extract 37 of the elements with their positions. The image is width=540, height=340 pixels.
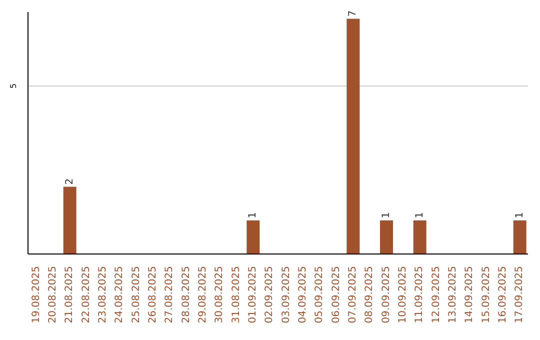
x-tick-label: 26.08.2025 <box>148 266 158 324</box>
x-tick-label: 03.09.2025 <box>280 266 292 324</box>
x-tick-label: 12.09.2025 <box>430 266 442 324</box>
x-tick-label: 30.08.2025 <box>214 266 226 324</box>
data-label: 2 <box>64 178 76 185</box>
x-tick-label: 08.09.2025 <box>364 266 376 324</box>
x-tick-label: 13.09.2025 <box>448 266 458 324</box>
x-tick-label: 19.08.2025 <box>30 266 42 324</box>
x-tick-label: 06.09.2025 <box>330 266 342 324</box>
y-tick-label: 5 <box>9 83 18 88</box>
x-tick-label: 21.08.2025 <box>64 266 76 324</box>
x-tick-label: 29.08.2025 <box>198 266 208 324</box>
x-tick-label: 25.08.2025 <box>130 266 142 324</box>
data-label: 1 <box>381 212 392 218</box>
x-tick-label: 02.09.2025 <box>264 266 276 324</box>
x-tick-label: 31.08.2025 <box>230 266 242 324</box>
x-tick-label: 11.09.2025 <box>414 266 426 324</box>
data-label: 7 <box>348 10 359 17</box>
x-tick-label: 09.09.2025 <box>380 266 392 324</box>
x-tick-label: 10.09.2025 <box>398 266 408 324</box>
x-tick-label: 17.09.2025 <box>514 266 526 324</box>
data-label: 1 <box>514 212 526 218</box>
x-tick-label: 23.08.2025 <box>98 266 108 324</box>
x-tick-label: 16.09.2025 <box>498 266 508 324</box>
x-tick-label: 20.08.2025 <box>48 266 58 324</box>
data-label: 1 <box>248 212 259 218</box>
x-tick-label: 01.09.2025 <box>248 266 258 324</box>
data-label: 1 <box>414 212 426 218</box>
x-tick-label: 04.09.2025 <box>298 266 308 324</box>
x-tick-label: 24.08.2025 <box>114 266 126 324</box>
x-tick-label: 28.08.2025 <box>180 266 192 324</box>
x-tick-label: 14.09.2025 <box>464 266 476 324</box>
x-tick-label: 27.08.2025 <box>164 266 176 324</box>
x-tick-label: 07.09.2025 <box>348 266 358 324</box>
x-tick-label: 05.09.2025 <box>314 266 326 324</box>
x-tick-label: 22.08.2025 <box>80 266 92 324</box>
x-tick-label: 15.09.2025 <box>480 266 492 324</box>
